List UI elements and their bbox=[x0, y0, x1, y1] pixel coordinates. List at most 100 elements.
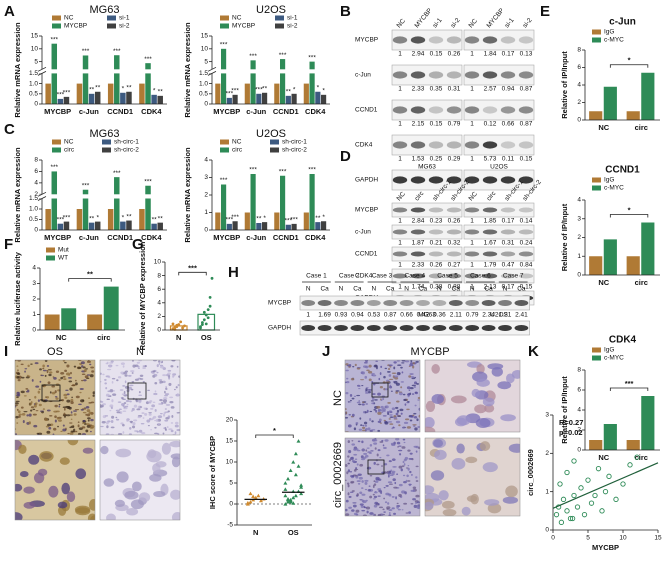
band-value: 0.31 bbox=[448, 86, 461, 93]
blot-band bbox=[383, 300, 398, 306]
cell bbox=[353, 453, 358, 456]
data-point bbox=[201, 321, 204, 324]
cell bbox=[401, 360, 406, 362]
cell bbox=[131, 407, 135, 411]
bar bbox=[120, 221, 126, 230]
cell bbox=[384, 405, 389, 409]
cell bbox=[142, 366, 146, 370]
cell bbox=[120, 362, 125, 365]
cell bbox=[141, 432, 146, 435]
image-frame bbox=[344, 437, 421, 517]
bar bbox=[126, 220, 132, 230]
x-tick-label: CDK4 bbox=[305, 107, 326, 116]
cell bbox=[138, 394, 143, 396]
x-tick-label: circ bbox=[635, 123, 648, 132]
legend-swatch bbox=[46, 247, 55, 253]
cell bbox=[164, 394, 169, 397]
cell bbox=[381, 465, 384, 467]
cell bbox=[407, 393, 411, 396]
cell bbox=[378, 506, 384, 509]
cell bbox=[102, 373, 105, 376]
x-tick-label: NC bbox=[598, 453, 609, 462]
break-mark bbox=[207, 71, 217, 76]
cell bbox=[388, 493, 392, 497]
blot-band bbox=[410, 176, 426, 184]
cell bbox=[18, 413, 22, 416]
sig-label: * bbox=[317, 84, 320, 91]
cell bbox=[68, 374, 70, 376]
cell bbox=[371, 402, 375, 405]
cell bbox=[404, 403, 407, 406]
bar bbox=[232, 94, 238, 104]
cell bbox=[360, 424, 363, 427]
sig-label: *** bbox=[63, 214, 71, 221]
cell bbox=[86, 409, 91, 413]
bar bbox=[107, 209, 114, 230]
legend-label: IgG bbox=[604, 347, 614, 354]
blot-frame bbox=[391, 29, 463, 51]
cell bbox=[384, 501, 388, 504]
y-tick-label: 3 bbox=[545, 412, 549, 419]
image-frame bbox=[14, 359, 96, 436]
cell bbox=[126, 403, 129, 406]
y-tick-label: 0.5 bbox=[199, 91, 208, 98]
cell bbox=[395, 390, 400, 392]
cell bbox=[51, 391, 56, 395]
cell bbox=[374, 439, 378, 442]
cell bbox=[144, 413, 148, 416]
cell bbox=[384, 471, 387, 474]
cell bbox=[84, 375, 89, 379]
cell bbox=[346, 471, 349, 475]
cell bbox=[129, 400, 132, 403]
bar bbox=[63, 96, 70, 104]
blot-band bbox=[448, 325, 463, 331]
panel-title: MYCBP bbox=[410, 346, 449, 358]
panel-label: J bbox=[322, 343, 330, 360]
band-value: 0.47 bbox=[502, 262, 515, 269]
bar bbox=[126, 91, 132, 104]
blot-band bbox=[428, 251, 444, 257]
cell bbox=[62, 428, 67, 432]
band-value: 0.26 bbox=[430, 262, 443, 269]
bar bbox=[88, 222, 95, 230]
band-value: 1 bbox=[470, 121, 474, 128]
cell bbox=[388, 460, 392, 463]
legend-label: NC bbox=[64, 139, 74, 146]
cell bbox=[58, 379, 61, 381]
cell bbox=[121, 393, 126, 396]
blot-frame bbox=[463, 99, 535, 121]
cell bbox=[356, 463, 359, 466]
bar bbox=[250, 60, 256, 104]
sig-label: *** bbox=[231, 214, 239, 221]
blot-band bbox=[399, 300, 414, 306]
bar bbox=[315, 91, 321, 104]
cell bbox=[82, 447, 94, 454]
cell bbox=[479, 441, 491, 451]
blot-band bbox=[446, 106, 462, 114]
cell bbox=[347, 469, 351, 473]
cell bbox=[369, 451, 372, 455]
data-point bbox=[259, 498, 263, 503]
band-value: 0.79 bbox=[466, 312, 479, 319]
legend-label: c-MYC bbox=[604, 37, 624, 44]
band-value: 1.21 bbox=[499, 312, 512, 319]
cell bbox=[502, 496, 519, 504]
blot-band bbox=[482, 71, 498, 79]
band-value: 1 bbox=[398, 156, 402, 163]
cell bbox=[100, 445, 109, 455]
cell bbox=[106, 425, 109, 429]
y-axis-label: Relative mRNA expression bbox=[183, 22, 192, 118]
legend-label: Mut bbox=[58, 247, 69, 254]
cell bbox=[391, 496, 395, 498]
axis-break bbox=[38, 194, 165, 199]
blot-band bbox=[410, 106, 426, 114]
cell bbox=[348, 364, 352, 367]
cell bbox=[86, 360, 91, 363]
cell bbox=[33, 424, 38, 428]
data-point bbox=[613, 496, 619, 502]
blot-band bbox=[432, 325, 447, 331]
cell bbox=[409, 387, 414, 390]
cell bbox=[80, 408, 84, 411]
bar bbox=[291, 93, 297, 104]
cell bbox=[413, 504, 418, 508]
